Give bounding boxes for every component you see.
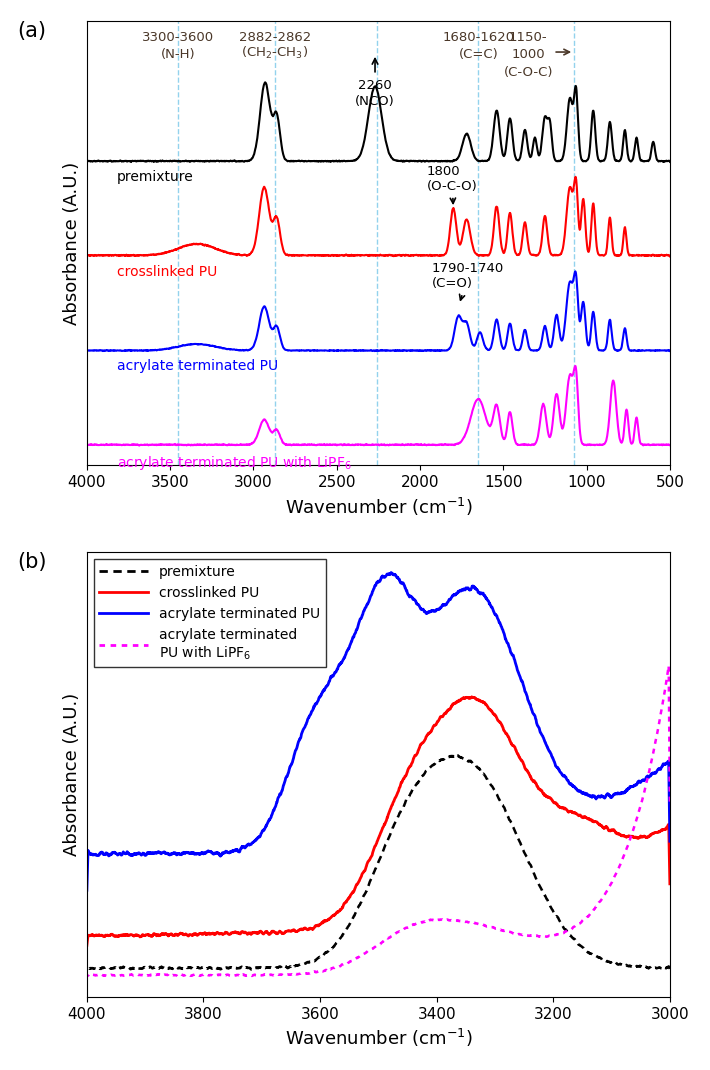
X-axis label: Wavenumber (cm$^{-1}$): Wavenumber (cm$^{-1}$) bbox=[285, 1027, 472, 1050]
Y-axis label: Absorbance (A.U.): Absorbance (A.U.) bbox=[63, 693, 82, 856]
Text: acrylate terminated PU: acrylate terminated PU bbox=[117, 360, 278, 373]
Text: 2882-2862: 2882-2862 bbox=[239, 31, 311, 45]
Text: (C=C): (C=C) bbox=[459, 48, 498, 61]
Text: 1790-1740
(C=O): 1790-1740 (C=O) bbox=[432, 262, 504, 300]
Y-axis label: Absorbance (A.U.): Absorbance (A.U.) bbox=[63, 162, 82, 324]
Text: (a): (a) bbox=[17, 20, 46, 41]
Text: (NCO): (NCO) bbox=[355, 94, 395, 108]
Text: (N-H): (N-H) bbox=[161, 48, 196, 61]
Text: (b): (b) bbox=[17, 552, 46, 572]
Text: acrylate terminated PU with LiPF$_6$: acrylate terminated PU with LiPF$_6$ bbox=[117, 454, 351, 472]
Text: 2260: 2260 bbox=[358, 78, 392, 92]
Text: (C-O-C): (C-O-C) bbox=[503, 65, 553, 78]
Text: crosslinked PU: crosslinked PU bbox=[117, 264, 217, 279]
Text: 1150-: 1150- bbox=[509, 31, 547, 45]
Legend: premixture, crosslinked PU, acrylate terminated PU, acrylate terminated
PU with : premixture, crosslinked PU, acrylate ter… bbox=[94, 560, 326, 668]
Text: 3300-3600: 3300-3600 bbox=[143, 31, 214, 45]
Text: 1000: 1000 bbox=[511, 48, 545, 61]
Text: 1680-1620: 1680-1620 bbox=[442, 31, 514, 45]
Text: (CH$_2$-CH$_3$): (CH$_2$-CH$_3$) bbox=[241, 45, 308, 61]
X-axis label: Wavenumber (cm$^{-1}$): Wavenumber (cm$^{-1}$) bbox=[285, 495, 472, 518]
Text: 1800
(O-C-O): 1800 (O-C-O) bbox=[427, 165, 477, 203]
Text: premixture: premixture bbox=[117, 170, 194, 184]
